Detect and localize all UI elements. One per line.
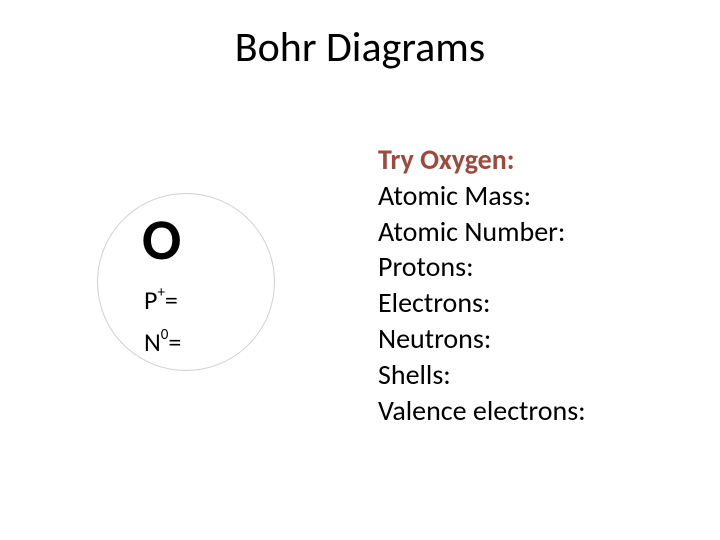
proton-suffix: = — [165, 284, 178, 316]
info-heading: Try Oxygen: — [378, 142, 586, 178]
atom-circle — [97, 193, 275, 371]
info-item: Shells: — [378, 357, 586, 393]
neutron-count-label: N0= — [144, 326, 181, 358]
info-item: Electrons: — [378, 285, 586, 321]
info-item: Atomic Number: — [378, 214, 586, 250]
info-block: Try Oxygen: Atomic Mass: Atomic Number: … — [378, 142, 586, 429]
info-item: Atomic Mass: — [378, 178, 586, 214]
neutron-prefix: N — [144, 326, 161, 358]
proton-prefix: P — [144, 284, 157, 316]
info-item: Neutrons: — [378, 321, 586, 357]
proton-superscript: + — [157, 284, 164, 302]
neutron-suffix: = — [168, 326, 181, 358]
proton-count-label: P+= — [144, 284, 178, 316]
info-item: Protons: — [378, 249, 586, 285]
element-symbol: O — [142, 204, 181, 275]
neutron-superscript: 0 — [161, 326, 169, 344]
info-item: Valence electrons: — [378, 393, 586, 429]
page-title: Bohr Diagrams — [0, 22, 720, 73]
